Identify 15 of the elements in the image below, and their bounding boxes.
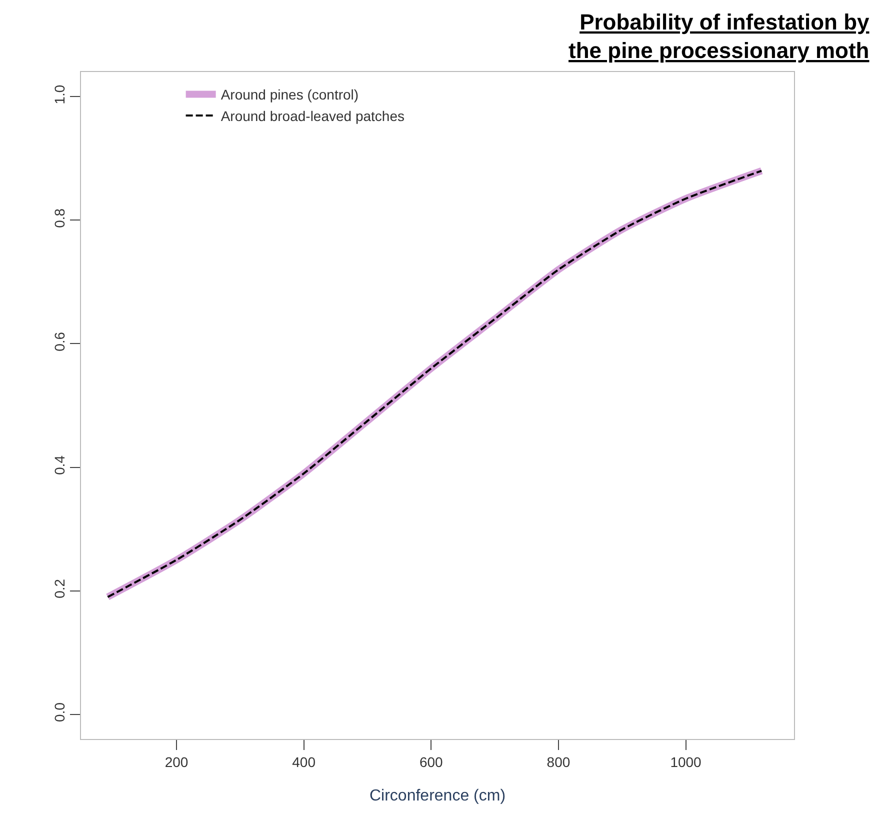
x-axis-title: Circonference (cm) [369, 788, 506, 804]
x-tick-label: 600 [419, 754, 444, 770]
y-tick-label: 0.4 [51, 455, 68, 475]
y-tick-label: 0.6 [51, 332, 68, 352]
y-tick-label: 0.8 [51, 208, 68, 228]
x-tick-label: 800 [546, 754, 570, 770]
y-tick-label: 1.0 [51, 84, 68, 104]
y-tick-label: 0.0 [51, 702, 68, 722]
chart-title: Probability of infestation by the pine processionary moth [568, 9, 870, 63]
x-tick-label: 400 [292, 754, 316, 770]
y-tick-label: 0.2 [51, 578, 68, 598]
x-tick-label: 1000 [670, 754, 702, 770]
x-tick-label: 200 [164, 754, 188, 770]
legend-label: Around broad-leaved patches [220, 108, 405, 124]
legend-label: Around pines (control) [220, 86, 359, 103]
